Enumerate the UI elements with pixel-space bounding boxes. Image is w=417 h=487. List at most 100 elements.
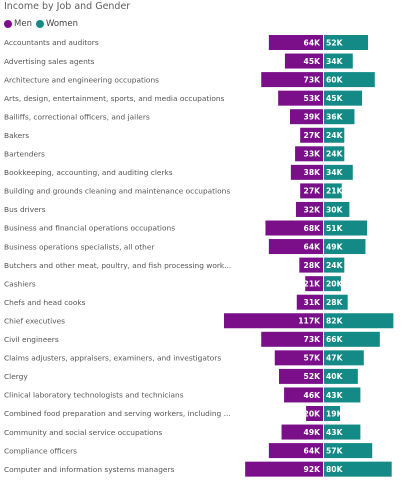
bar-women[interactable] [324,72,375,88]
category-label: Business and financial operations occupa… [4,224,175,233]
bar-men[interactable] [290,109,323,125]
category-label: Bookkeeping, accounting, and auditing cl… [4,168,173,177]
category-label: Chief executives [4,316,65,325]
bar-women[interactable] [324,294,348,310]
bar-men[interactable] [265,220,323,236]
category-label: Community and social service occupations [4,428,162,437]
bar-men[interactable] [224,313,323,329]
data-label-men: 45K [304,57,322,66]
legend-label-men: Men [14,19,32,29]
bar-men[interactable] [245,461,323,477]
bar-women[interactable] [324,146,345,162]
bar-women[interactable] [324,331,380,347]
bar-men[interactable] [268,443,323,459]
category-label: Cashiers [4,279,36,288]
bar-men[interactable] [279,368,323,384]
data-label-men: 27K [304,131,322,140]
bar-women[interactable] [324,201,350,217]
bar-men[interactable] [300,127,323,143]
chart-legend: Men Women [4,19,82,29]
data-label-women: 49K [326,242,344,251]
legend-item-women[interactable]: Women [35,19,78,29]
bar-men[interactable] [296,294,323,310]
bar-men[interactable] [290,164,323,180]
bar-women[interactable] [324,368,358,384]
data-label-men: 64K [304,38,322,47]
bar-men[interactable] [300,183,323,199]
category-label: Civil engineers [4,335,59,344]
bar-men[interactable] [281,424,323,440]
bar-men[interactable] [261,72,323,88]
data-label-women: 21K [326,187,344,196]
data-label-men: 20K [304,409,322,418]
data-label-men: 33K [304,150,322,159]
bar-men[interactable] [305,276,323,292]
bar-men[interactable] [295,146,323,162]
bar-men[interactable] [306,406,323,421]
category-label: Advertising sales agents [4,57,95,66]
category-label: Clinical laboratory technologists and te… [4,391,184,400]
legend-marker-women [35,20,44,28]
category-label: Building and grounds cleaning and mainte… [4,187,230,196]
data-label-women: 82K [326,317,344,326]
bar-men[interactable] [284,387,323,403]
bar-men[interactable] [284,53,323,69]
category-label: Bartenders [4,150,45,159]
data-label-men: 57K [304,354,322,363]
bar-women[interactable] [324,109,355,125]
bar-men[interactable] [261,331,323,347]
bar-women[interactable] [324,313,394,329]
bar-women[interactable] [324,127,345,143]
data-label-men: 38K [304,168,322,177]
bar-men[interactable] [268,35,323,50]
bar-women[interactable] [324,90,363,106]
bar-women[interactable] [324,461,392,477]
data-label-women: 24K [326,261,344,270]
legend-item-men[interactable]: Men [4,19,32,29]
data-label-men: 117K [298,317,321,326]
data-label-women: 43K [326,428,344,437]
bar-women[interactable] [324,53,353,69]
bar-women[interactable] [324,164,353,180]
bar-women[interactable] [324,443,373,459]
category-label: Architecture and engineering occupations [4,75,159,84]
bar-men[interactable] [299,257,323,273]
bar-women[interactable] [324,183,342,199]
category-label: Claims adjusters, appraisers, examiners,… [4,354,221,363]
data-label-women: 57K [326,446,344,455]
bar-women[interactable] [324,35,368,50]
data-label-men: 52K [304,372,322,381]
data-label-men: 68K [304,224,322,233]
data-label-women: 80K [326,465,344,474]
data-label-women: 34K [326,57,344,66]
data-label-men: 73K [304,335,322,344]
bar-women[interactable] [324,406,341,421]
category-label: Combined food preparation and serving wo… [4,409,231,418]
data-label-men: 21K [304,279,322,288]
bar-women[interactable] [324,239,366,255]
data-label-women: 45K [326,94,344,103]
data-label-women: 30K [326,205,344,214]
bar-men[interactable] [278,90,323,106]
chart-title: Income by Job and Gender [4,1,131,12]
data-label-women: 34K [326,168,344,177]
category-label: Accountants and auditors [4,38,99,47]
category-label: Bakers [4,131,29,140]
data-label-women: 52K [326,38,344,47]
bar-women[interactable] [324,276,341,292]
bar-women[interactable] [324,350,364,366]
bar-men[interactable] [274,350,323,366]
bar-women[interactable] [324,387,361,403]
data-label-women: 47K [326,354,344,363]
bar-women[interactable] [324,424,361,440]
category-label: Chefs and head cooks [4,298,86,307]
bar-men[interactable] [268,239,323,255]
bar-women[interactable] [324,257,345,273]
bar-women[interactable] [324,220,368,236]
bar-men[interactable] [295,201,323,217]
category-label: Butchers and other meat, poultry, and fi… [4,261,231,270]
data-label-women: 60K [326,75,344,84]
data-label-women: 20K [326,279,344,288]
data-label-men: 32K [304,205,322,214]
